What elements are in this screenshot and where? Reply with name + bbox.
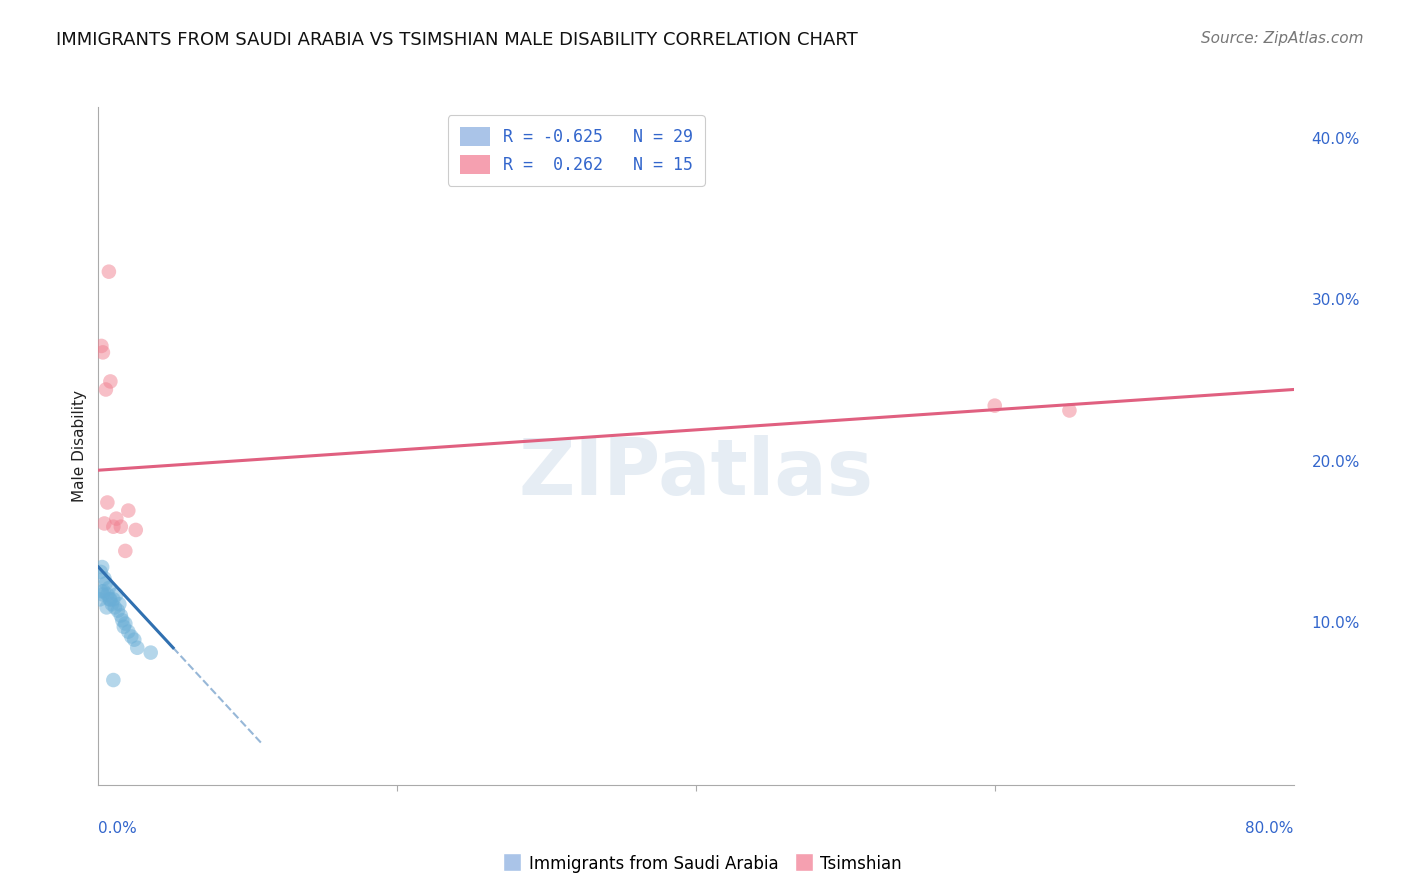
Point bbox=[1059, 403, 1081, 417]
Text: 30.0%: 30.0% bbox=[1312, 293, 1360, 309]
Point bbox=[101, 597, 124, 611]
Point bbox=[124, 632, 146, 647]
Text: Source: ZipAtlas.com: Source: ZipAtlas.com bbox=[1201, 31, 1364, 46]
Text: 0.0%: 0.0% bbox=[98, 821, 138, 836]
Point bbox=[96, 587, 118, 601]
Point bbox=[111, 613, 134, 627]
Y-axis label: Male Disability: Male Disability bbox=[72, 390, 87, 502]
Point bbox=[104, 600, 127, 615]
Point bbox=[117, 503, 139, 517]
Point bbox=[96, 495, 118, 509]
Point bbox=[110, 519, 132, 533]
Point bbox=[107, 604, 129, 618]
Point bbox=[114, 544, 136, 558]
Point bbox=[90, 584, 112, 599]
Point bbox=[97, 265, 120, 279]
Point bbox=[105, 511, 128, 525]
Point bbox=[139, 646, 162, 660]
Point bbox=[114, 616, 136, 631]
Point bbox=[103, 673, 125, 687]
Point bbox=[91, 587, 114, 601]
Point bbox=[98, 592, 121, 607]
Point bbox=[112, 620, 135, 634]
Point bbox=[93, 584, 115, 599]
Point bbox=[98, 592, 122, 607]
Point bbox=[91, 560, 114, 574]
Point bbox=[108, 597, 131, 611]
Point bbox=[120, 630, 142, 644]
Point bbox=[89, 592, 111, 607]
Point bbox=[94, 383, 117, 397]
Point bbox=[103, 519, 125, 533]
Point bbox=[96, 600, 118, 615]
Point bbox=[90, 339, 112, 353]
Point bbox=[98, 375, 122, 389]
Point bbox=[93, 571, 115, 585]
Point bbox=[94, 576, 117, 591]
Legend: Immigrants from Saudi Arabia, Tsimshian: Immigrants from Saudi Arabia, Tsimshian bbox=[498, 848, 908, 880]
Point bbox=[97, 581, 120, 595]
Text: IMMIGRANTS FROM SAUDI ARABIA VS TSIMSHIAN MALE DISABILITY CORRELATION CHART: IMMIGRANTS FROM SAUDI ARABIA VS TSIMSHIA… bbox=[56, 31, 858, 49]
Text: 20.0%: 20.0% bbox=[1312, 455, 1360, 470]
Legend: R = -0.625   N = 29, R =  0.262   N = 15: R = -0.625 N = 29, R = 0.262 N = 15 bbox=[449, 115, 704, 186]
Text: 10.0%: 10.0% bbox=[1312, 616, 1360, 631]
Point bbox=[984, 399, 1007, 413]
Point bbox=[125, 523, 148, 537]
Point bbox=[110, 608, 132, 623]
Point bbox=[103, 592, 125, 607]
Point bbox=[117, 624, 139, 639]
Point bbox=[90, 565, 112, 579]
Text: 80.0%: 80.0% bbox=[1246, 821, 1294, 836]
Point bbox=[127, 640, 149, 655]
Text: ZIPatlas: ZIPatlas bbox=[519, 435, 873, 511]
Point bbox=[105, 587, 128, 601]
Point bbox=[93, 516, 115, 531]
Text: 40.0%: 40.0% bbox=[1312, 132, 1360, 147]
Point bbox=[91, 345, 114, 359]
